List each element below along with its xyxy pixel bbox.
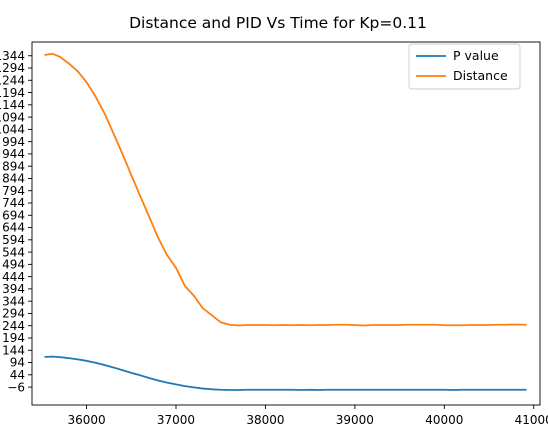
y-tick-label: 644 [2,221,25,235]
x-tick-label: 41000 [515,413,548,427]
y-tick-label: 894 [2,159,25,173]
series-line-p-value [44,355,527,391]
series-line-distance [44,52,527,327]
y-tick-label: 1094 [0,110,25,124]
y-tick-label: 144 [2,343,25,357]
y-tick-label: 994 [2,135,25,149]
series-lines [44,52,527,391]
chart-title: Distance and PID Vs Time for Kp=0.11 [129,14,427,32]
y-tick-label: 94 [10,356,25,370]
y-tick-label: 794 [2,184,25,198]
legend-label-p-value: P value [453,48,499,63]
y-tick-label: 194 [2,331,25,345]
y-tick-label: 594 [2,233,25,247]
x-tick-label: 38000 [246,413,284,427]
x-tick-label: 36000 [67,413,105,427]
x-tick-label: 39000 [336,413,374,427]
y-tick-label: 1194 [0,86,25,100]
y-tick-label: 1344 [0,49,25,63]
y-tick-label: 294 [2,307,25,321]
y-tick-label: 694 [2,208,25,222]
y-tick-label: 44 [10,368,25,382]
x-axis-ticks: 36000 37000 38000 39000 40000 41000 [67,405,548,427]
y-tick-label: 844 [2,172,25,186]
y-tick-label: 1294 [0,61,25,75]
x-tick-label: 40000 [425,413,463,427]
y-axis-ticks: −644941441942442943443944444945445946446… [0,49,32,394]
y-tick-label: 494 [2,258,25,272]
y-tick-label: 394 [2,282,25,296]
y-tick-label: 1244 [0,73,25,87]
y-tick-label: 544 [2,245,25,259]
axes-frame [31,41,541,406]
legend: P value Distance [408,43,521,90]
plot-area: 36000 37000 38000 39000 40000 41000 −64494144… [0,41,548,427]
y-tick-label: 444 [2,270,25,284]
y-tick-label: 244 [2,319,25,333]
y-tick-label: 1044 [0,123,25,137]
y-tick-label: 1144 [0,98,25,112]
y-tick-label: −6 [7,380,25,394]
legend-label-distance: Distance [453,68,508,83]
y-tick-label: 744 [2,196,25,210]
y-tick-label: 344 [2,294,25,308]
x-tick-label: 37000 [157,413,195,427]
y-tick-label: 944 [2,147,25,161]
